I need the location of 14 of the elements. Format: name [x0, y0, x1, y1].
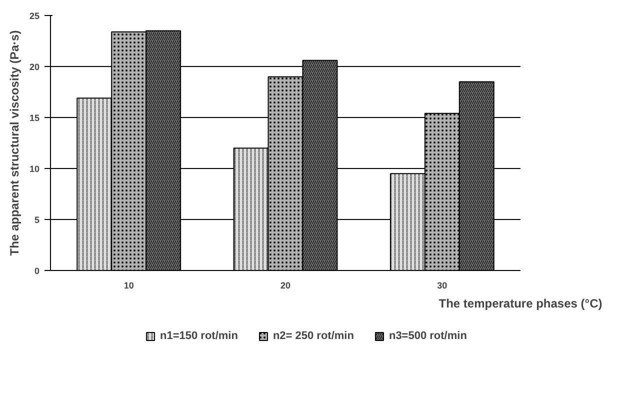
y-tick-label: 25 — [29, 11, 40, 21]
y-tick-label: 0 — [34, 266, 40, 276]
x-axis-title: The temperature phases (°C) — [438, 296, 602, 310]
y-tick-label: 10 — [29, 164, 40, 174]
legend-label: n2= 250 rot/min — [272, 330, 354, 342]
x-tick-label: 30 — [437, 280, 448, 290]
x-tick-label: 20 — [280, 280, 291, 290]
x-tick-label: 10 — [124, 280, 134, 290]
y-tick-label: 5 — [34, 215, 40, 225]
y-tick-label: 20 — [29, 62, 40, 72]
legend-label: n3=500 rot/min — [388, 330, 467, 342]
y-axis-title: The apparent structural viscosity (Pa·s) — [7, 30, 22, 256]
y-tick-label: 15 — [29, 113, 40, 123]
legend-label: n1=150 rot/min — [160, 330, 238, 342]
